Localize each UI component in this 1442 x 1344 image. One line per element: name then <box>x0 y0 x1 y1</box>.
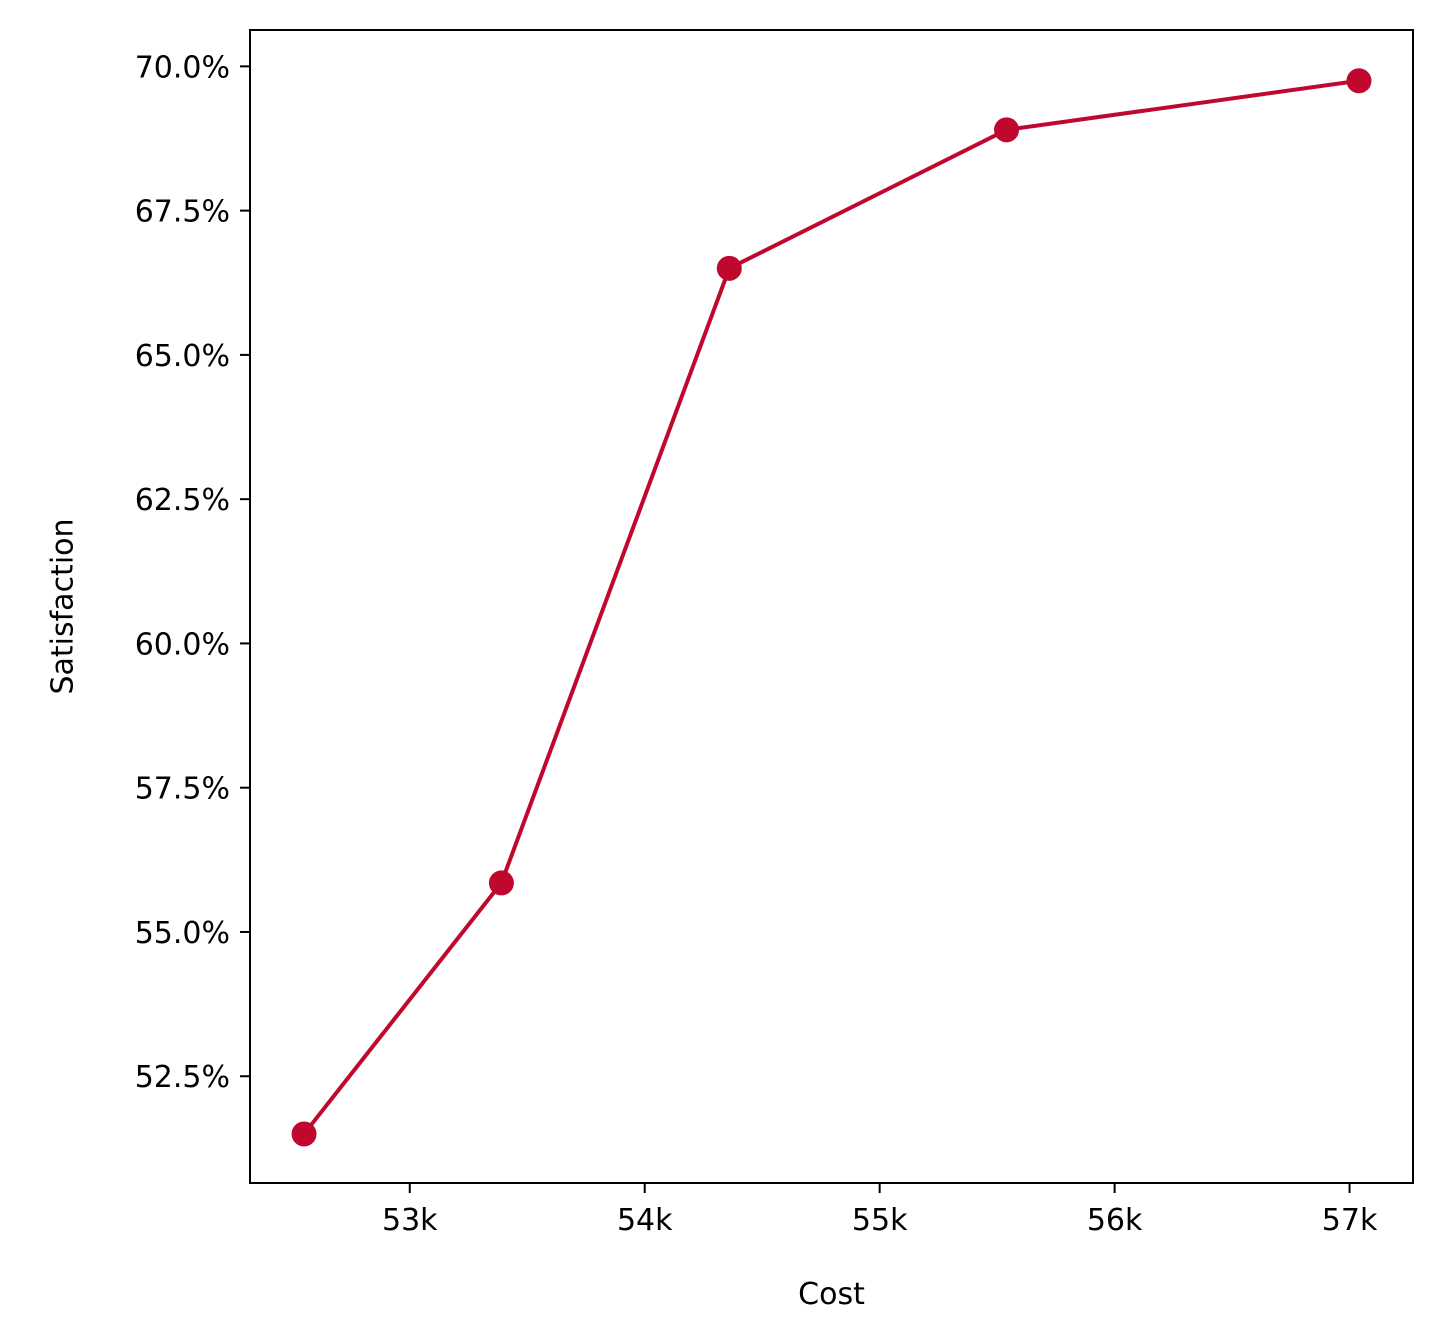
series-layer <box>291 68 1372 1147</box>
y-tick-label: 67.5% <box>135 195 230 230</box>
y-axis-ticks: 52.5% 55.0% 57.5% 60.0% 62.5% 65.0% 67.5% 70.0% <box>135 50 250 1095</box>
x-tick-label: 57k <box>1322 1203 1378 1238</box>
x-tick-label: 53k <box>382 1203 438 1238</box>
y-axis-label: Satisfaction <box>46 518 81 694</box>
x-tick-label: 55k <box>852 1203 908 1238</box>
x-axis-ticks: 53k 54k 55k 56k 57k <box>382 1183 1378 1238</box>
series-line <box>302 78 1360 1136</box>
y-tick-label: 52.5% <box>135 1060 230 1095</box>
plot-area-frame <box>249 29 1414 1184</box>
y-tick-label: 62.5% <box>135 483 230 518</box>
y-tick-label: 65.0% <box>135 339 230 374</box>
x-tick-label: 54k <box>617 1203 673 1238</box>
y-tick-label: 55.0% <box>135 916 230 951</box>
y-tick-label: 60.0% <box>135 627 230 662</box>
y-tick-label: 70.0% <box>135 50 230 85</box>
data-point <box>488 870 514 896</box>
x-axis-label: Cost <box>798 1277 865 1312</box>
data-point <box>994 117 1020 143</box>
data-point <box>1346 68 1372 94</box>
x-tick-label: 56k <box>1087 1203 1143 1238</box>
data-point <box>716 255 742 281</box>
y-tick-label: 57.5% <box>135 772 230 807</box>
data-point <box>291 1121 317 1147</box>
